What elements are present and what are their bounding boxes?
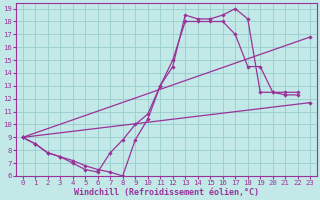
- X-axis label: Windchill (Refroidissement éolien,°C): Windchill (Refroidissement éolien,°C): [74, 188, 259, 197]
